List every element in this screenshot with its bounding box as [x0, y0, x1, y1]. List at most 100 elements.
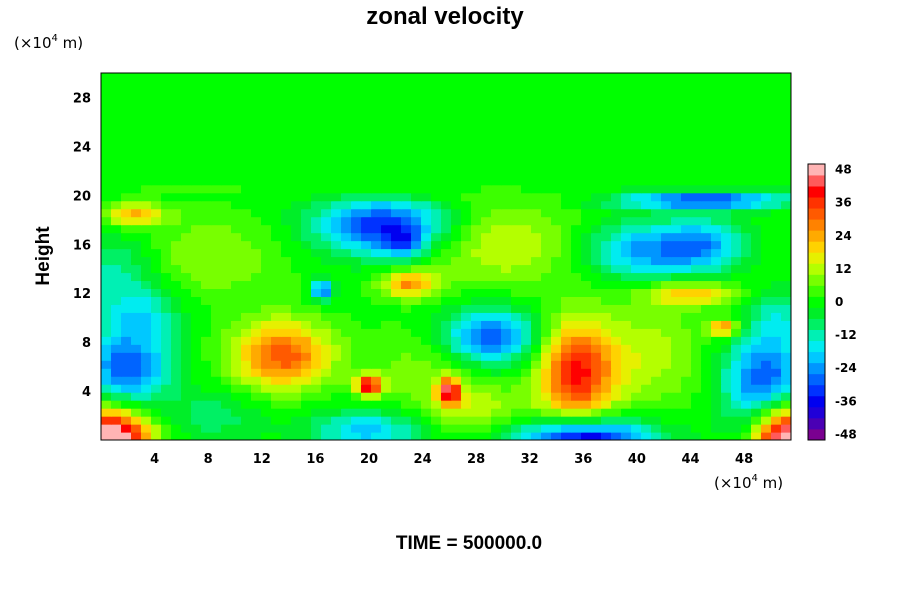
heatmap-cell	[741, 232, 752, 242]
heatmap-cell	[141, 392, 152, 401]
heatmap-cell	[721, 80, 732, 90]
heatmap-cell	[461, 144, 472, 154]
heatmap-cell	[691, 200, 702, 210]
heatmap-cell	[701, 128, 712, 138]
heatmap-cell	[121, 144, 132, 154]
heatmap-cell	[461, 168, 472, 178]
heatmap-cell	[741, 312, 752, 321]
heatmap-cell	[551, 344, 562, 353]
heatmap-cell	[131, 152, 142, 162]
heatmap-cell	[631, 328, 642, 337]
heatmap-cell	[421, 256, 432, 266]
heatmap-cell	[271, 352, 282, 361]
colorbar-segment	[808, 395, 825, 408]
heatmap-cell	[561, 144, 572, 154]
heatmap-cell	[311, 360, 322, 369]
heatmap-cell	[381, 168, 392, 178]
heatmap-cell	[331, 368, 342, 377]
heatmap-cell	[671, 216, 682, 226]
heatmap-cell	[401, 200, 412, 210]
heatmap-cell	[101, 88, 112, 98]
heatmap-cell	[381, 224, 392, 234]
heatmap-cell	[481, 272, 492, 282]
heatmap-cell	[691, 432, 702, 440]
heatmap-cell	[701, 88, 712, 98]
heatmap-cell	[691, 320, 702, 329]
heatmap-cell	[691, 240, 702, 250]
heatmap-cell	[781, 216, 791, 226]
heatmap-cell	[231, 184, 242, 194]
heatmap-cell	[211, 392, 222, 401]
heatmap-cell	[231, 192, 242, 202]
heatmap-cell	[491, 208, 502, 218]
heatmap-cell	[631, 184, 642, 194]
heatmap-cell	[781, 416, 791, 425]
heatmap-cell	[161, 152, 172, 162]
heatmap-cell	[731, 432, 742, 440]
heatmap-cell	[711, 272, 722, 282]
heatmap-cell	[521, 144, 532, 154]
heatmap-cell	[541, 128, 552, 138]
heatmap-cell	[491, 288, 502, 297]
heatmap-cell	[271, 152, 282, 162]
heatmap-cell	[401, 408, 412, 417]
heatmap-cell	[591, 416, 602, 425]
heatmap-cell	[611, 328, 622, 337]
heatmap-cell	[311, 240, 322, 250]
heatmap-cell	[671, 248, 682, 258]
heatmap-cell	[541, 416, 552, 425]
heatmap-cell	[121, 432, 132, 440]
heatmap-cell	[201, 240, 212, 250]
heatmap-cell	[171, 432, 182, 440]
heatmap-cell	[221, 144, 232, 154]
time-label: TIME = 500000.0	[396, 533, 542, 554]
heatmap-cell	[191, 376, 202, 385]
heatmap-cell	[501, 272, 512, 282]
heatmap-cell	[111, 128, 122, 138]
heatmap-cell	[531, 120, 542, 130]
heatmap-cell	[631, 384, 642, 393]
heatmap-cell	[101, 176, 112, 186]
heatmap-cell	[521, 248, 532, 258]
heatmap-cell	[411, 376, 422, 385]
heatmap-cell	[671, 280, 682, 290]
heatmap-cell	[751, 376, 762, 385]
heatmap-cell	[151, 352, 162, 361]
heatmap-cell	[651, 184, 662, 194]
heatmap-cell	[151, 272, 162, 282]
heatmap-cell	[761, 408, 772, 417]
heatmap-cell	[781, 120, 791, 130]
heatmap-cell	[771, 232, 782, 242]
heatmap-cell	[351, 312, 362, 321]
heatmap-cell	[261, 80, 272, 90]
heatmap-cell	[531, 192, 542, 202]
heatmap-cell	[571, 264, 582, 274]
heatmap-cell	[371, 336, 382, 345]
heatmap-cell	[271, 128, 282, 138]
heatmap-cell	[581, 296, 592, 305]
heatmap-cell	[141, 224, 152, 234]
heatmap-cell	[581, 424, 592, 433]
heatmap-cell	[591, 392, 602, 401]
heatmap-cell	[721, 200, 732, 210]
heatmap-cell	[411, 176, 422, 186]
heatmap-cell	[471, 208, 482, 218]
heatmap-cell	[771, 248, 782, 258]
heatmap-cell	[321, 368, 332, 377]
heatmap-cell	[281, 240, 292, 250]
heatmap-cell	[341, 80, 352, 90]
heatmap-cell	[361, 88, 372, 98]
heatmap-cell	[311, 80, 322, 90]
heatmap-cell	[211, 432, 222, 440]
heatmap-cell	[581, 408, 592, 417]
heatmap-cell	[341, 152, 352, 162]
heatmap-cell	[131, 144, 142, 154]
heatmap-cell	[781, 136, 791, 146]
heatmap-cell	[451, 216, 462, 226]
heatmap-cell	[171, 104, 182, 114]
heatmap-cell	[501, 296, 512, 305]
heatmap-cell	[621, 128, 632, 138]
heatmap-cell	[301, 192, 312, 202]
heatmap-cell	[161, 312, 172, 321]
heatmap-cell	[601, 216, 612, 226]
